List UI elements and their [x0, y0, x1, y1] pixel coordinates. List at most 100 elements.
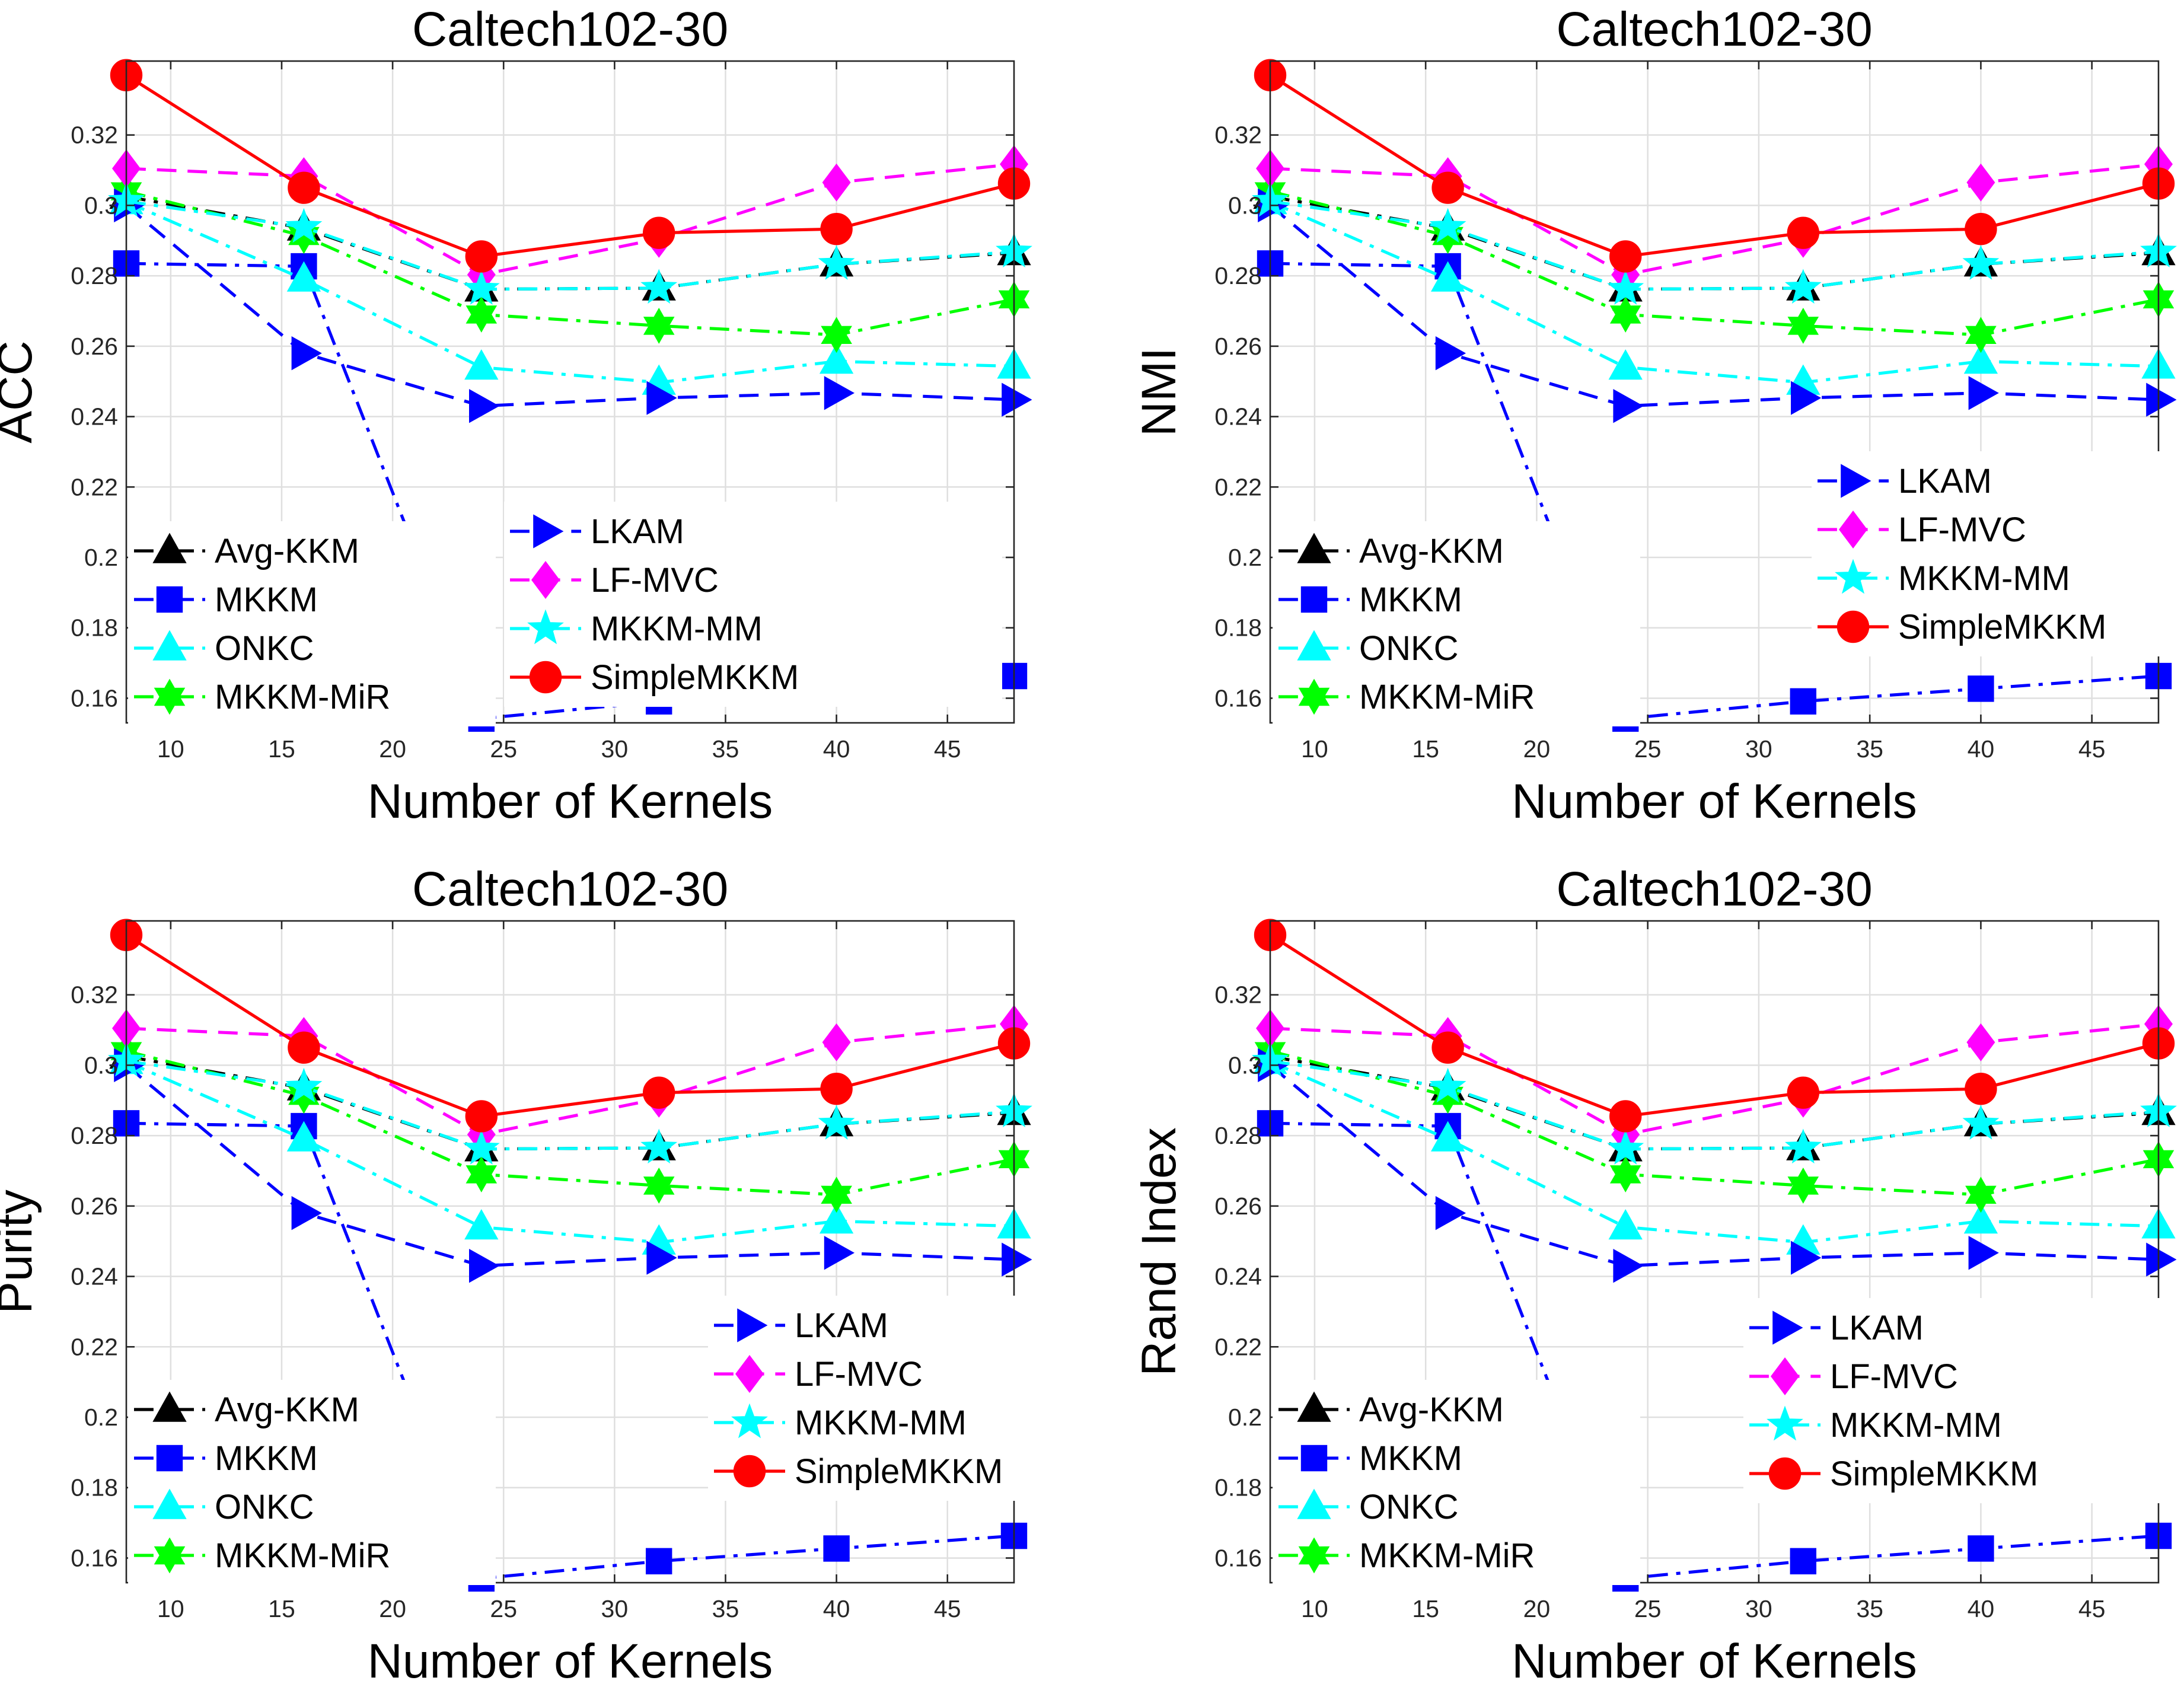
data-point-lkam: [824, 1236, 855, 1270]
x-tick-label: 45: [2078, 735, 2106, 763]
y-tick-label: 0.3: [84, 1051, 118, 1079]
x-axis-label: Number of Kernels: [368, 1634, 773, 1688]
y-tick-label: 0.28: [71, 1122, 118, 1149]
x-tick-label: 10: [1301, 735, 1328, 763]
data-point-lkam: [1435, 1196, 1466, 1230]
legend-label-lf-mvc: LF-MVC: [591, 561, 719, 600]
legend-item-mkkm: MKKM: [134, 1439, 318, 1478]
x-tick-label: 20: [379, 735, 406, 763]
legend-marker-mkkm-mm: [1767, 1405, 1803, 1441]
series-line-simplemkkm: [1269, 74, 2159, 259]
series-line-mkkm-mm: [1270, 1059, 2159, 1151]
y-tick-label: 0.28: [71, 262, 118, 289]
x-tick-label: 35: [712, 1595, 739, 1622]
x-tick-label: 25: [490, 735, 517, 763]
legend-marker-lkam: [737, 1308, 768, 1343]
data-point-onkc: [286, 1121, 321, 1152]
data-point-mkkm-mir: [466, 296, 498, 333]
legend-label-mkkm: MKKM: [215, 1439, 318, 1478]
y-axis-label: Rand Index: [1132, 1127, 1186, 1376]
legend-label-mkkm-mm: MKKM-MM: [591, 610, 763, 648]
y-axis-label: Purity: [0, 1190, 42, 1314]
legend-label-mkkm: MKKM: [1359, 581, 1462, 619]
data-point-mkkm-mir: [1965, 317, 1997, 353]
legend-item-simplemkkm: SimpleMKKM: [510, 658, 799, 697]
legend-item-mkkm: MKKM: [134, 581, 318, 619]
data-point-simplemkkm: [1965, 1072, 1997, 1105]
x-tick-label: 35: [712, 735, 739, 763]
y-tick-label: 0.18: [71, 1474, 118, 1501]
x-tick-label: 35: [1856, 735, 1883, 763]
legend-label-lkam: LKAM: [1830, 1309, 1924, 1347]
y-tick-label: 0.26: [71, 333, 118, 360]
series-onkc: [1253, 183, 2176, 395]
data-point-lkam: [1613, 1249, 1644, 1283]
legend-item-avg-kkm: Avg-KKM: [134, 532, 359, 570]
legend-item-lf-mvc: LF-MVC: [1818, 511, 2026, 549]
series-line-mkkm-mir: [1270, 190, 2159, 337]
chart-panel-3: 10 15 20 25 30 35 40 45 0.16 0.18 0.2 0.22 0.24 0.26 0…: [0, 862, 1206, 1688]
x-tick-label: 40: [1968, 735, 1995, 763]
series-lkam: [1258, 188, 2177, 423]
y-tick-label: 0.16: [1214, 684, 1262, 712]
y-tick-label: 0.18: [1214, 1474, 1262, 1501]
series-line-lf-mvc: [126, 162, 1015, 276]
chart-panel-4: 10 15 20 25 30 35 40 45 0.16 0.18 0.2 0.22 0.24 0.26 0…: [1132, 862, 2184, 1688]
legend-item-mkkm-mm: MKKM-MM: [1818, 559, 2070, 598]
data-point-lkam: [291, 336, 322, 371]
legend-item-simplemkkm: SimpleMKKM: [1749, 1455, 2038, 1493]
x-tick-label: 30: [601, 1595, 629, 1622]
legend-box: [1812, 451, 2184, 656]
data-point-mkkm-mm: [818, 245, 855, 280]
legend-marker-avg-kkm: [152, 532, 187, 563]
axes-frame: [1269, 60, 2160, 724]
legend-item-mkkm-mir: MKKM-MiR: [134, 1536, 390, 1575]
data-point-simplemkkm: [1609, 1100, 1642, 1133]
legend-item-lkam: LKAM: [1818, 462, 1992, 500]
data-point-mkkm-mir: [1787, 307, 1819, 344]
y-tick-label: 0.16: [71, 1544, 118, 1571]
data-point-lkam: [469, 1249, 500, 1283]
x-tick-label: 40: [823, 735, 850, 763]
data-point-simplemkkm: [820, 1072, 853, 1105]
data-point-mkkm-mir: [643, 307, 675, 344]
x-tick-label: 25: [1634, 1595, 1662, 1622]
data-point-mkkm-mm: [285, 208, 323, 243]
series-line-onkc: [125, 200, 1015, 384]
series-line-onkc: [1269, 200, 2159, 384]
legend-label-avg-kkm: Avg-KKM: [1359, 532, 1504, 570]
data-point-onkc: [819, 343, 854, 374]
y-tick-label: 0.32: [71, 122, 118, 149]
legend-item-onkc: ONKC: [134, 629, 314, 668]
legend-box: [1273, 521, 1640, 726]
legend-marker-avg-kkm: [1297, 1391, 1331, 1422]
data-point-simplemkkm: [1787, 1076, 1820, 1109]
legend-label-lf-mvc: LF-MVC: [1830, 1357, 1958, 1396]
legend-label-simplemkkm: SimpleMKKM: [591, 658, 799, 697]
series-line-lf-mvc: [1270, 162, 2159, 276]
x-tick-label: 25: [1634, 735, 1662, 763]
data-point-mkkm: [823, 1535, 850, 1562]
data-point-lf-mvc: [1966, 163, 1995, 202]
y-tick-label: 0.24: [1214, 1263, 1262, 1290]
x-tick-label: 15: [268, 735, 295, 763]
legend-1: Avg-KKM MKKM ONKC MKKM-MiR: [128, 521, 496, 726]
chart-panel-1: 10 15 20 25 30 35 40 45 0.16 0.18 0.2 0.22 0.24 0.26 0…: [0, 2, 1032, 828]
data-point-mkkm-mm: [1429, 1067, 1466, 1103]
legend-marker-lf-mvc: [531, 561, 560, 599]
series-line-mkkm-mm: [1270, 199, 2159, 291]
legend-marker-lkam: [533, 514, 564, 549]
legend-label-lkam: LKAM: [1898, 462, 1992, 500]
y-tick-label: 0.26: [71, 1192, 118, 1220]
legend-marker-mkkm: [156, 586, 183, 613]
legend-2: LKAM LF-MVC MKKM-MM SimpleMKKM: [504, 502, 1002, 707]
legend-item-mkkm: MKKM: [1278, 581, 1462, 619]
legend-item-avg-kkm: Avg-KKM: [1278, 532, 1504, 570]
x-tick-label: 20: [1523, 1595, 1551, 1622]
data-point-mkkm-mm: [1962, 245, 2000, 280]
legend-item-mkkm: MKKM: [1278, 1439, 1462, 1478]
y-tick-label: 0.32: [71, 981, 118, 1009]
chart-title: Caltech102-30: [412, 2, 728, 56]
legend-marker-lf-mvc: [1839, 511, 1867, 549]
legend-item-mkkm-mm: MKKM-MM: [714, 1403, 967, 1442]
